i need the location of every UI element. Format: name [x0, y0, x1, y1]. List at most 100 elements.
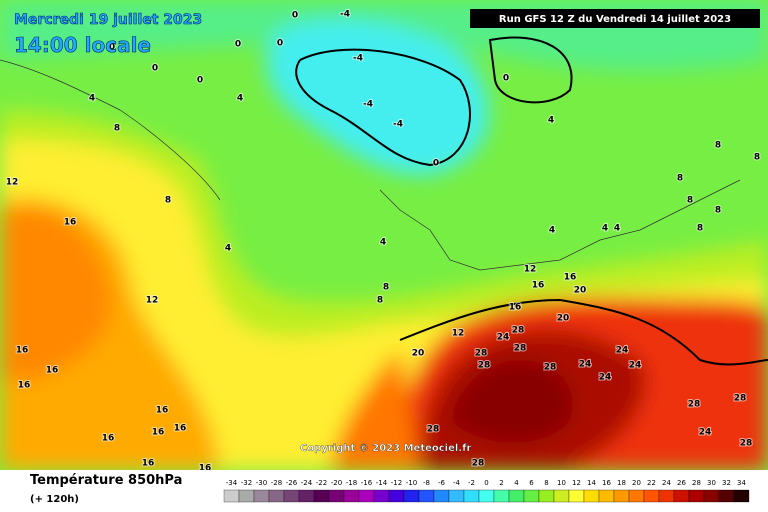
contour-label: -4 [393, 120, 403, 130]
contour-label: -4 [340, 10, 350, 20]
contour-label: 4 [614, 224, 620, 234]
scale-label: -24 [301, 479, 313, 487]
scale-label: -18 [346, 479, 357, 487]
scale-label: -20 [331, 479, 342, 487]
scale-swatch [703, 489, 720, 503]
contour-label: 4 [89, 94, 95, 104]
scale-label: 20 [632, 479, 641, 487]
contour-label: 8 [697, 224, 703, 234]
scale-swatch [583, 489, 600, 503]
scale-label: 4 [514, 479, 519, 487]
contour-label: 4 [237, 94, 243, 104]
scale-swatch [223, 489, 240, 503]
contour-label: 4 [602, 224, 608, 234]
contour-label: 12 [6, 178, 19, 188]
scale-swatch [388, 489, 405, 503]
contour-label: 16 [152, 428, 165, 438]
contour-label: 28 [478, 361, 491, 371]
scale-swatch [478, 489, 495, 503]
scale-label: 22 [647, 479, 656, 487]
contour-label: 0 [235, 40, 241, 50]
contour-label: -4 [353, 54, 363, 64]
contour-label: 24 [579, 360, 592, 370]
contour-label: 4 [225, 244, 231, 254]
contour-label: 0 [292, 11, 298, 21]
contour-label: 16 [16, 346, 29, 356]
contour-label: 16 [564, 273, 577, 283]
contour-label: 8 [114, 124, 120, 134]
scale-label: 0 [484, 479, 488, 487]
scale-label: -14 [376, 479, 388, 487]
contour-label: 20 [412, 349, 425, 359]
scale-swatch [658, 489, 675, 503]
scale-label: -10 [406, 479, 417, 487]
contour-label: 28 [734, 394, 747, 404]
contour-label: 28 [512, 326, 525, 336]
scale-label: 8 [544, 479, 548, 487]
contour-label: 28 [740, 439, 753, 449]
contour-label: 24 [616, 346, 629, 356]
contour-label: 20 [574, 286, 587, 296]
scale-swatch [433, 489, 450, 503]
scale-label: 2 [499, 479, 503, 487]
contour-label: 8 [377, 296, 383, 306]
scale-label: 28 [692, 479, 701, 487]
scale-label: -22 [316, 479, 327, 487]
scale-swatch [268, 489, 285, 503]
scale-label: 16 [602, 479, 611, 487]
scale-label: -6 [438, 479, 446, 487]
scale-label: -32 [241, 479, 252, 487]
scale-label: -28 [271, 479, 282, 487]
scale-swatch [688, 489, 705, 503]
scale-swatch [733, 489, 750, 503]
contour-label: 16 [532, 281, 545, 291]
contour-label: 24 [497, 333, 510, 343]
scale-swatch [553, 489, 570, 503]
scale-swatch [253, 489, 270, 503]
scale-swatch [613, 489, 630, 503]
contour-label: 16 [18, 381, 31, 391]
scale-swatch [298, 489, 315, 503]
scale-label: 24 [662, 479, 671, 487]
contour-label: 0 [109, 43, 115, 53]
contour-label: 28 [427, 425, 440, 435]
contour-label: 16 [509, 303, 522, 313]
contour-label: 4 [380, 238, 386, 248]
contour-label: 28 [475, 349, 488, 359]
scale-label: -34 [226, 479, 238, 487]
scale-label: -16 [361, 479, 373, 487]
contour-label: 0 [152, 64, 158, 74]
scale-label: -8 [423, 479, 430, 487]
scale-swatch [643, 489, 660, 503]
scale-swatch [493, 489, 510, 503]
contour-label: 16 [156, 406, 169, 416]
legend-lead: (+ 120h) [30, 494, 79, 505]
scale-swatch [463, 489, 480, 503]
scale-label: 32 [722, 479, 731, 487]
scale-label: -30 [256, 479, 267, 487]
contour-label: 4 [549, 226, 555, 236]
contour-label: 16 [46, 366, 59, 376]
contour-label: 24 [599, 373, 612, 383]
contour-label: 16 [174, 424, 187, 434]
scale-swatch [328, 489, 345, 503]
contour-label: 28 [544, 363, 557, 373]
forecast-time: 14:00 locale [14, 33, 151, 57]
scale-label: 26 [677, 479, 686, 487]
scale-swatch [673, 489, 690, 503]
contour-label: 12 [524, 265, 537, 275]
scale-label: -26 [286, 479, 298, 487]
contour-label: 16 [102, 434, 115, 444]
contour-label: 16 [142, 459, 155, 469]
scale-swatch [403, 489, 420, 503]
contour-label: 24 [629, 361, 642, 371]
contour-label: 0 [277, 39, 283, 49]
scale-swatch [538, 489, 555, 503]
scale-label: 6 [529, 479, 534, 487]
contour-label: 20 [557, 314, 570, 324]
contour-label: 0 [503, 74, 509, 84]
scale-swatch [628, 489, 645, 503]
scale-swatch [448, 489, 465, 503]
